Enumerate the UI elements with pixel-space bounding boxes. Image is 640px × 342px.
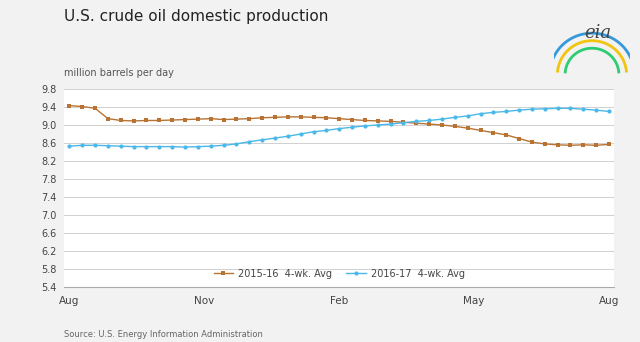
2015-16  4-wk. Avg [502, 133, 510, 137]
2016-17  4-wk. Avg [65, 144, 73, 148]
Line: 2015-16  4-wk. Avg: 2015-16 4-wk. Avg [67, 104, 611, 147]
2015-16  4-wk. Avg [323, 116, 330, 120]
2016-17  4-wk. Avg [79, 143, 86, 147]
2015-16  4-wk. Avg [515, 136, 523, 141]
2016-17  4-wk. Avg [592, 108, 600, 112]
Text: million barrels per day: million barrels per day [64, 68, 174, 78]
2016-17  4-wk. Avg [579, 107, 587, 111]
2015-16  4-wk. Avg [168, 118, 176, 122]
2016-17  4-wk. Avg [271, 136, 279, 140]
2016-17  4-wk. Avg [220, 143, 227, 147]
2016-17  4-wk. Avg [143, 145, 150, 149]
2015-16  4-wk. Avg [490, 131, 497, 135]
2015-16  4-wk. Avg [284, 115, 292, 119]
2016-17  4-wk. Avg [438, 117, 446, 121]
2015-16  4-wk. Avg [348, 118, 356, 122]
2015-16  4-wk. Avg [566, 143, 574, 147]
2015-16  4-wk. Avg [297, 115, 305, 119]
2016-17  4-wk. Avg [335, 127, 343, 131]
2015-16  4-wk. Avg [374, 119, 381, 123]
2015-16  4-wk. Avg [451, 124, 459, 128]
2016-17  4-wk. Avg [477, 111, 484, 116]
2015-16  4-wk. Avg [605, 142, 613, 146]
2015-16  4-wk. Avg [387, 119, 394, 123]
2015-16  4-wk. Avg [156, 118, 163, 122]
Line: 2016-17  4-wk. Avg: 2016-17 4-wk. Avg [67, 106, 611, 149]
2015-16  4-wk. Avg [92, 106, 99, 110]
2015-16  4-wk. Avg [528, 140, 536, 144]
Text: U.S. crude oil domestic production: U.S. crude oil domestic production [64, 9, 328, 24]
2016-17  4-wk. Avg [374, 123, 381, 127]
2015-16  4-wk. Avg [271, 115, 279, 119]
2016-17  4-wk. Avg [490, 110, 497, 115]
2016-17  4-wk. Avg [323, 128, 330, 132]
2016-17  4-wk. Avg [554, 106, 561, 110]
2016-17  4-wk. Avg [387, 122, 394, 126]
2015-16  4-wk. Avg [361, 118, 369, 122]
2016-17  4-wk. Avg [130, 145, 138, 149]
2016-17  4-wk. Avg [426, 118, 433, 122]
2015-16  4-wk. Avg [104, 117, 112, 121]
2015-16  4-wk. Avg [79, 104, 86, 108]
2016-17  4-wk. Avg [156, 145, 163, 149]
2016-17  4-wk. Avg [284, 134, 292, 138]
2016-17  4-wk. Avg [464, 114, 472, 118]
2015-16  4-wk. Avg [245, 117, 253, 121]
2016-17  4-wk. Avg [412, 119, 420, 123]
2016-17  4-wk. Avg [566, 106, 574, 110]
2015-16  4-wk. Avg [117, 118, 125, 122]
2016-17  4-wk. Avg [451, 115, 459, 119]
2016-17  4-wk. Avg [92, 143, 99, 147]
2016-17  4-wk. Avg [528, 107, 536, 111]
Text: Source: U.S. Energy Information Administration: Source: U.S. Energy Information Administ… [64, 330, 263, 339]
2015-16  4-wk. Avg [412, 121, 420, 125]
2016-17  4-wk. Avg [232, 142, 240, 146]
2016-17  4-wk. Avg [194, 145, 202, 149]
2015-16  4-wk. Avg [220, 118, 227, 122]
2015-16  4-wk. Avg [579, 143, 587, 147]
2015-16  4-wk. Avg [310, 115, 317, 119]
2015-16  4-wk. Avg [477, 128, 484, 132]
2016-17  4-wk. Avg [541, 107, 548, 111]
2015-16  4-wk. Avg [65, 104, 73, 108]
2016-17  4-wk. Avg [515, 108, 523, 112]
2016-17  4-wk. Avg [361, 124, 369, 128]
2015-16  4-wk. Avg [335, 117, 343, 121]
2015-16  4-wk. Avg [438, 123, 446, 127]
2016-17  4-wk. Avg [502, 109, 510, 114]
2015-16  4-wk. Avg [232, 117, 240, 121]
2016-17  4-wk. Avg [168, 145, 176, 149]
2016-17  4-wk. Avg [259, 138, 266, 142]
2016-17  4-wk. Avg [245, 140, 253, 144]
2015-16  4-wk. Avg [130, 119, 138, 123]
2015-16  4-wk. Avg [399, 120, 407, 124]
2016-17  4-wk. Avg [181, 145, 189, 149]
2016-17  4-wk. Avg [399, 121, 407, 125]
2015-16  4-wk. Avg [426, 122, 433, 126]
2016-17  4-wk. Avg [207, 144, 214, 148]
2015-16  4-wk. Avg [554, 143, 561, 147]
Text: eia: eia [584, 24, 611, 42]
2015-16  4-wk. Avg [194, 117, 202, 121]
2015-16  4-wk. Avg [181, 118, 189, 122]
2015-16  4-wk. Avg [259, 116, 266, 120]
2016-17  4-wk. Avg [104, 144, 112, 148]
2016-17  4-wk. Avg [297, 132, 305, 136]
2015-16  4-wk. Avg [541, 142, 548, 146]
Legend: 2015-16  4-wk. Avg, 2016-17  4-wk. Avg: 2015-16 4-wk. Avg, 2016-17 4-wk. Avg [210, 265, 468, 282]
2016-17  4-wk. Avg [117, 144, 125, 148]
2016-17  4-wk. Avg [310, 130, 317, 134]
2015-16  4-wk. Avg [143, 118, 150, 122]
2015-16  4-wk. Avg [464, 126, 472, 130]
2016-17  4-wk. Avg [348, 125, 356, 129]
2015-16  4-wk. Avg [207, 117, 214, 121]
2015-16  4-wk. Avg [592, 143, 600, 147]
2016-17  4-wk. Avg [605, 109, 613, 114]
